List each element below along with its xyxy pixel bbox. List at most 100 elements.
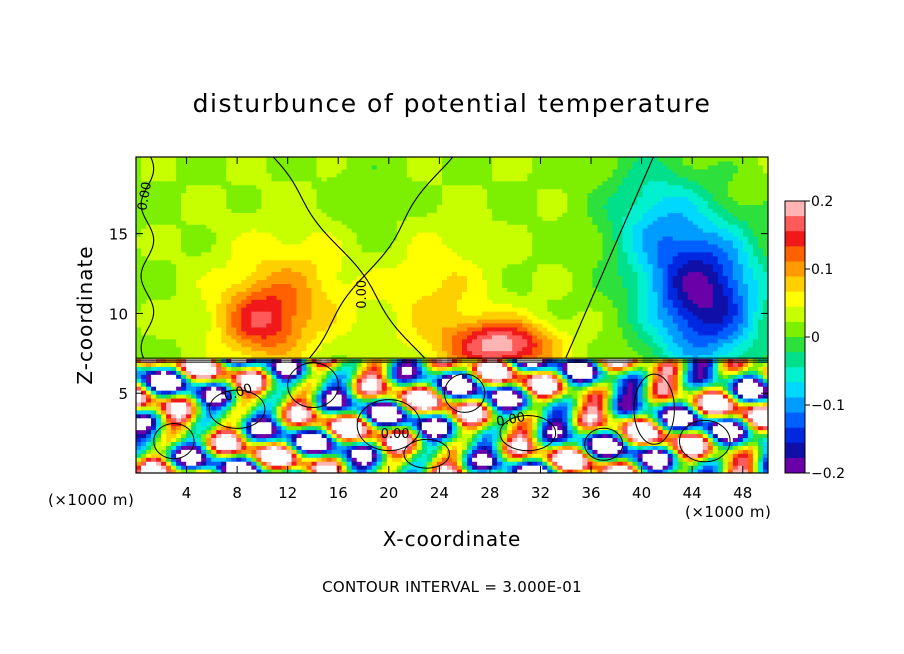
heatmap-cell <box>401 295 408 300</box>
heatmap-cell <box>396 279 403 284</box>
heatmap-cell <box>286 386 293 391</box>
heatmap-cell <box>356 382 363 387</box>
heatmap-cell <box>326 188 333 194</box>
heatmap-cell <box>236 449 242 454</box>
heatmap-cell <box>271 220 278 225</box>
heatmap-cell <box>151 405 157 411</box>
heatmap-cell <box>136 251 142 257</box>
heatmap-cell <box>336 342 343 348</box>
heatmap-cell <box>186 247 192 253</box>
heatmap-cell <box>136 315 142 320</box>
heatmap-cell <box>361 220 368 225</box>
heatmap-cell <box>156 326 162 332</box>
heatmap-cell <box>266 311 273 316</box>
heatmap-cell <box>446 382 453 387</box>
heatmap-cell <box>326 465 333 470</box>
heatmap-cell <box>276 208 283 213</box>
heatmap-cell <box>176 374 182 379</box>
heatmap-cell <box>376 405 383 411</box>
heatmap-cell <box>276 425 283 431</box>
heatmap-cell <box>386 307 393 312</box>
heatmap-cell <box>256 251 262 257</box>
heatmap-cell <box>441 295 448 300</box>
heatmap-cell <box>151 208 157 213</box>
heatmap-cell <box>161 311 167 316</box>
heatmap-cell <box>376 453 383 458</box>
heatmap-cell <box>311 180 318 186</box>
heatmap-cell <box>306 279 313 284</box>
heatmap-cell <box>351 409 358 415</box>
heatmap-cell <box>391 449 398 454</box>
heatmap-cell <box>241 315 247 320</box>
heatmap-cell <box>271 315 278 320</box>
heatmap-cell <box>386 208 393 213</box>
heatmap-cell <box>191 350 197 356</box>
heatmap-cell <box>251 405 257 411</box>
heatmap-cell <box>366 413 373 419</box>
heatmap-cell <box>226 220 232 225</box>
heatmap-cell <box>356 259 363 265</box>
heatmap-cell <box>381 168 388 174</box>
heatmap-cell <box>231 397 237 403</box>
heatmap-cell <box>411 168 418 174</box>
heatmap-cell <box>371 220 378 225</box>
heatmap-cell <box>361 295 368 300</box>
heatmap-cell <box>311 401 318 407</box>
heatmap-cell <box>406 421 413 427</box>
heatmap-cell <box>441 465 448 470</box>
heatmap-cell <box>351 433 358 439</box>
heatmap-cell <box>431 338 438 344</box>
heatmap-cell <box>296 334 303 340</box>
heatmap-cell <box>256 279 262 284</box>
heatmap-cell <box>336 287 343 292</box>
heatmap-cell <box>441 212 448 217</box>
heatmap-cell <box>286 318 293 324</box>
heatmap-cell <box>351 200 358 205</box>
heatmap-cell <box>231 362 237 367</box>
heatmap-cell <box>351 279 358 284</box>
heatmap-cell <box>426 220 433 225</box>
heatmap-cell <box>166 259 172 265</box>
heatmap-cell <box>161 196 167 202</box>
heatmap-cell <box>401 342 408 348</box>
heatmap-cell <box>426 243 433 249</box>
heatmap-cell <box>286 394 293 399</box>
heatmap-cell <box>216 279 222 284</box>
heatmap-cell <box>241 200 247 205</box>
heatmap-cell <box>341 370 348 375</box>
heatmap-cell <box>391 192 398 198</box>
heatmap-cell <box>396 291 403 296</box>
heatmap-cell <box>326 318 333 324</box>
heatmap-cell <box>261 204 268 209</box>
heatmap-cell <box>356 457 363 462</box>
heatmap-cell <box>296 275 303 281</box>
heatmap-cell <box>361 378 368 383</box>
heatmap-cell <box>411 204 418 209</box>
heatmap-cell <box>421 461 428 466</box>
heatmap-cell <box>246 382 252 387</box>
heatmap-cell <box>241 397 247 403</box>
heatmap-cell <box>411 397 418 403</box>
heatmap-cell <box>221 212 227 217</box>
heatmap-cell <box>356 172 363 178</box>
heatmap-cell <box>176 346 182 352</box>
heatmap-cell <box>381 326 388 332</box>
heatmap-cell <box>181 232 187 237</box>
heatmap-cell <box>326 247 333 253</box>
heatmap-cell <box>266 374 273 379</box>
heatmap-cell <box>221 204 227 209</box>
heatmap-cell <box>386 334 393 340</box>
heatmap-cell <box>386 386 393 391</box>
heatmap-cell <box>156 200 162 205</box>
heatmap-cell <box>281 263 288 269</box>
heatmap-cell <box>376 445 383 450</box>
heatmap-cell <box>201 299 207 304</box>
heatmap-cell <box>336 184 343 190</box>
heatmap-cell <box>201 461 207 466</box>
heatmap-cell <box>191 239 197 245</box>
heatmap-cell <box>186 469 192 473</box>
heatmap-cell <box>421 322 428 328</box>
heatmap-cell <box>396 255 403 261</box>
heatmap-cell <box>166 255 172 261</box>
heatmap-cell <box>181 247 187 253</box>
